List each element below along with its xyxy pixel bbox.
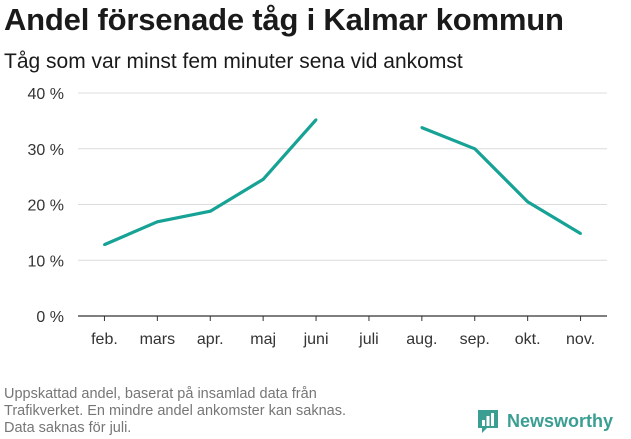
footnote-line: Trafikverket. En mindre andel ankomster … — [4, 403, 346, 419]
x-tick-label: maj — [250, 331, 276, 348]
x-tick-label: feb. — [91, 331, 118, 348]
x-tick-label: sep. — [460, 331, 490, 348]
bar-chart-icon — [478, 410, 498, 433]
footnote: Uppskattad andel, baserat på insamlad da… — [4, 386, 346, 437]
chart-subtitle: Tåg som var minst fem minuter sena vid a… — [4, 50, 463, 73]
chart-title: Andel försenade tåg i Kalmar kommun — [4, 2, 564, 37]
data-point — [155, 220, 159, 224]
y-tick-label: 30 % — [28, 142, 64, 159]
data-point — [314, 118, 318, 122]
brand-name: Newsworthy — [507, 410, 614, 431]
x-tick-label: juli — [358, 331, 379, 348]
line-chart: 0 % 10 % 20 % 30 % 40 % feb. mars apr. maj juni ju… — [28, 86, 607, 348]
x-tick-label: nov. — [566, 331, 595, 348]
y-tick-label: 40 % — [28, 86, 64, 103]
brand-logo: Newsworthy — [476, 408, 613, 434]
footnote-line: Uppskattad andel, baserat på insamlad da… — [4, 386, 317, 402]
data-point — [261, 178, 265, 181]
data-point — [473, 147, 477, 151]
y-tick-label: 20 % — [28, 198, 64, 215]
x-tick-label: apr. — [197, 331, 224, 348]
data-point — [103, 243, 106, 247]
data-point — [579, 232, 582, 235]
series-line — [421, 126, 582, 235]
x-tick-label: mars — [140, 331, 176, 348]
x-tick-label: juni — [303, 331, 329, 348]
footnote-line: Data saknas för juli. — [4, 420, 132, 436]
y-tick-label: 10 % — [28, 253, 64, 270]
data-point — [208, 209, 212, 213]
x-tick-label: aug. — [406, 331, 437, 348]
data-point — [526, 200, 530, 204]
x-tick-label: okt. — [515, 331, 541, 348]
data-point — [420, 126, 424, 129]
series-line — [103, 118, 318, 247]
y-tick-label: 0 % — [36, 309, 64, 326]
